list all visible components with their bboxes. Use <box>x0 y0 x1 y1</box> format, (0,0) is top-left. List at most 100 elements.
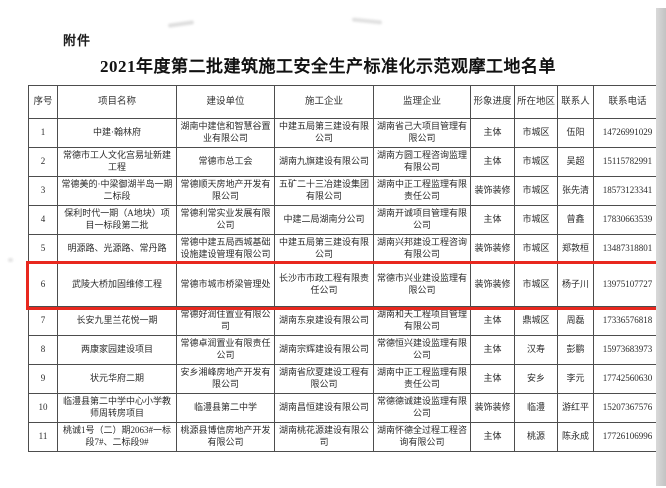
table-row: 1 中建·翰林府 湖南中建信和智慧谷置业有限公司 中建五局第三建设有限公司 湖南省己大项… <box>28 118 662 148</box>
cell-phone: 13487318801 <box>593 234 662 264</box>
cell-progress: 主体 <box>470 306 515 336</box>
cell-supervisor: 湖南开诚项目管理有限公司 <box>373 205 471 235</box>
attachment-label: 附件 <box>63 33 92 48</box>
cell-progress: 主体 <box>470 335 515 365</box>
cell-contractor: 湖南东泉建设有限公司 <box>274 306 374 336</box>
table-row: 2 常德市工人文化宫易址新建工程 常德市总工会 湖南九旗建设有限公司 湖南方圆工程咨询监… <box>28 147 662 177</box>
cell-contact: 张先清 <box>557 176 594 206</box>
cell-district: 汉寿 <box>514 335 558 365</box>
cell-supervisor: 湖南和天工程项目管理有限公司 <box>373 306 471 336</box>
cell-project: 保利时代一期（A地块）项目一标段第二批 <box>57 205 177 235</box>
table-row: 11 桃诚1号（二）期2063#一标段7#、二标段9# 桃源县博信房地产开发有限公司… <box>28 422 662 452</box>
cell-project: 桃诚1号（二）期2063#一标段7#、二标段9# <box>57 422 177 452</box>
cell-phone: 15115782991 <box>593 147 662 177</box>
cell-progress: 装饰装修 <box>470 393 515 423</box>
cell-no: 5 <box>28 234 58 264</box>
cell-district: 临澧 <box>514 393 558 423</box>
cell-contractor: 湖南九旗建设有限公司 <box>274 147 374 177</box>
column-header: 项目名称 <box>57 85 177 119</box>
cell-project: 长安九里兰花悦一期 <box>57 306 177 336</box>
cell-district: 市城区 <box>514 205 558 235</box>
column-header: 联系电话 <box>593 85 662 119</box>
cell-phone: 17726106996 <box>593 422 662 452</box>
cell-progress: 装饰装修 <box>470 176 515 206</box>
table-body: 1 中建·翰林府 湖南中建信和智慧谷置业有限公司 中建五局第三建设有限公司 湖南省己大项… <box>25 118 665 452</box>
observation-sites-table: 序号 项目名称 建设单位 施工企业 监理企业 形象进度 所在地区 联系人 联系电话 1 中建·翰林… <box>25 85 665 452</box>
cell-progress: 主体 <box>470 422 515 452</box>
cell-phone: 15207367576 <box>593 393 662 423</box>
cell-no: 3 <box>28 176 58 206</box>
cell-project: 常德市工人文化宫易址新建工程 <box>57 147 177 177</box>
cell-no: 1 <box>28 118 58 148</box>
cell-supervisor: 常德市兴业建设监理有限公司 <box>373 263 471 307</box>
cell-contractor: 中建五局第三建设有限公司 <box>274 118 374 148</box>
header-row: 序号 项目名称 建设单位 施工企业 监理企业 形象进度 所在地区 联系人 联系电话 <box>28 85 662 119</box>
cell-progress: 主体 <box>470 147 515 177</box>
cell-district: 市城区 <box>514 118 558 148</box>
cell-builder: 临澧县第二中学 <box>176 393 275 423</box>
cell-builder: 常德市总工会 <box>176 147 275 177</box>
table-head: 序号 项目名称 建设单位 施工企业 监理企业 形象进度 所在地区 联系人 联系电话 <box>28 85 662 119</box>
cell-project: 武陵大桥加固维修工程 <box>57 263 177 307</box>
cell-builder: 常德利常实业发展有限公司 <box>176 205 275 235</box>
cell-contact: 李元 <box>557 364 594 394</box>
table-row: 10 临澧县第二中学中心小学教师周转房项目 临澧县第二中学 湖南昌恒建设有限公司 常德德… <box>28 393 662 423</box>
scan-smudge <box>167 20 195 28</box>
cell-no: 11 <box>28 422 58 452</box>
cell-district: 桃源 <box>514 422 558 452</box>
cell-supervisor: 湖南怀德全过程工程咨询有限公司 <box>373 422 471 452</box>
cell-builder: 常德市城市桥梁管理处 <box>176 263 275 307</box>
cell-no: 6 <box>28 263 58 307</box>
cell-no: 10 <box>28 393 58 423</box>
cell-contact: 周磊 <box>557 306 594 336</box>
cell-contractor: 湖南昌恒建设有限公司 <box>274 393 374 423</box>
column-header: 所在地区 <box>514 85 558 119</box>
cell-builder: 常德中建五局西城基础设施建设管理有限公司 <box>176 234 275 264</box>
cell-phone: 13975107727 <box>593 263 662 307</box>
column-header: 序号 <box>28 85 58 119</box>
column-header: 联系人 <box>557 85 594 119</box>
cell-project: 明源路、光源路、常丹路 <box>57 234 177 264</box>
column-header: 监理企业 <box>373 85 471 119</box>
cell-project: 两康家园建设项目 <box>57 335 177 365</box>
cell-district: 市城区 <box>514 234 558 264</box>
cell-builder: 安乡湘峰房地产开发有限公司 <box>176 364 275 394</box>
cell-contractor: 长沙市市政工程有限责任公司 <box>274 263 374 307</box>
cell-contractor: 中建五局第三建设有限公司 <box>274 234 374 264</box>
page-title: 2021年度第二批建筑施工安全生产标准化示范观摩工地名单 <box>100 57 556 76</box>
cell-district: 市城区 <box>514 263 558 307</box>
column-header: 形象进度 <box>470 85 515 119</box>
cell-project: 临澧县第二中学中心小学教师周转房项目 <box>57 393 177 423</box>
cell-builder: 常德顺天房地产开发有限公司 <box>176 176 275 206</box>
cell-district: 安乡 <box>514 364 558 394</box>
cell-contact: 游红平 <box>557 393 594 423</box>
table-row: 3 常德美的·中梁御湖半岛一期二标段 常德顺天房地产开发有限公司 五矿二十三冶建设集团… <box>28 176 662 206</box>
cell-contact: 伍阳 <box>557 118 594 148</box>
cell-no: 2 <box>28 147 58 177</box>
table-row: 9 状元华府二期 安乡湘峰房地产开发有限公司 湖南省欣夏建设工程有限公司 湖南中正工程监… <box>28 364 662 394</box>
cell-supervisor: 湖南中正工程监理有限责任公司 <box>373 176 471 206</box>
cell-builder: 常德好润住置业有限公司 <box>176 306 275 336</box>
cell-phone: 15973683973 <box>593 335 662 365</box>
cell-project: 常德美的·中梁御湖半岛一期二标段 <box>57 176 177 206</box>
cell-supervisor: 常德德诚建设监理有限公司 <box>373 393 471 423</box>
cell-contractor: 湖南宗辉建设有限公司 <box>274 335 374 365</box>
cell-contractor: 湖南桃花源建设有限公司 <box>274 422 374 452</box>
cell-phone: 17830663539 <box>593 205 662 235</box>
column-header: 施工企业 <box>274 85 374 119</box>
cell-supervisor: 湖南省己大项目管理有限公司 <box>373 118 471 148</box>
cell-phone: 14726991029 <box>593 118 662 148</box>
cell-supervisor: 湖南方圆工程咨询监理有限公司 <box>373 147 471 177</box>
cell-contact: 郑敦桓 <box>557 234 594 264</box>
scan-edge-artifact <box>656 8 666 486</box>
cell-district: 鼎城区 <box>514 306 558 336</box>
cell-project: 中建·翰林府 <box>57 118 177 148</box>
cell-phone: 17336576818 <box>593 306 662 336</box>
cell-progress: 装饰装修 <box>470 234 515 264</box>
table-row: 4 保利时代一期（A地块）项目一标段第二批 常德利常实业发展有限公司 中建二局湖南分公… <box>28 205 662 235</box>
cell-no: 9 <box>28 364 58 394</box>
cell-no: 4 <box>28 205 58 235</box>
cell-district: 市城区 <box>514 176 558 206</box>
scan-smudge <box>8 258 13 262</box>
